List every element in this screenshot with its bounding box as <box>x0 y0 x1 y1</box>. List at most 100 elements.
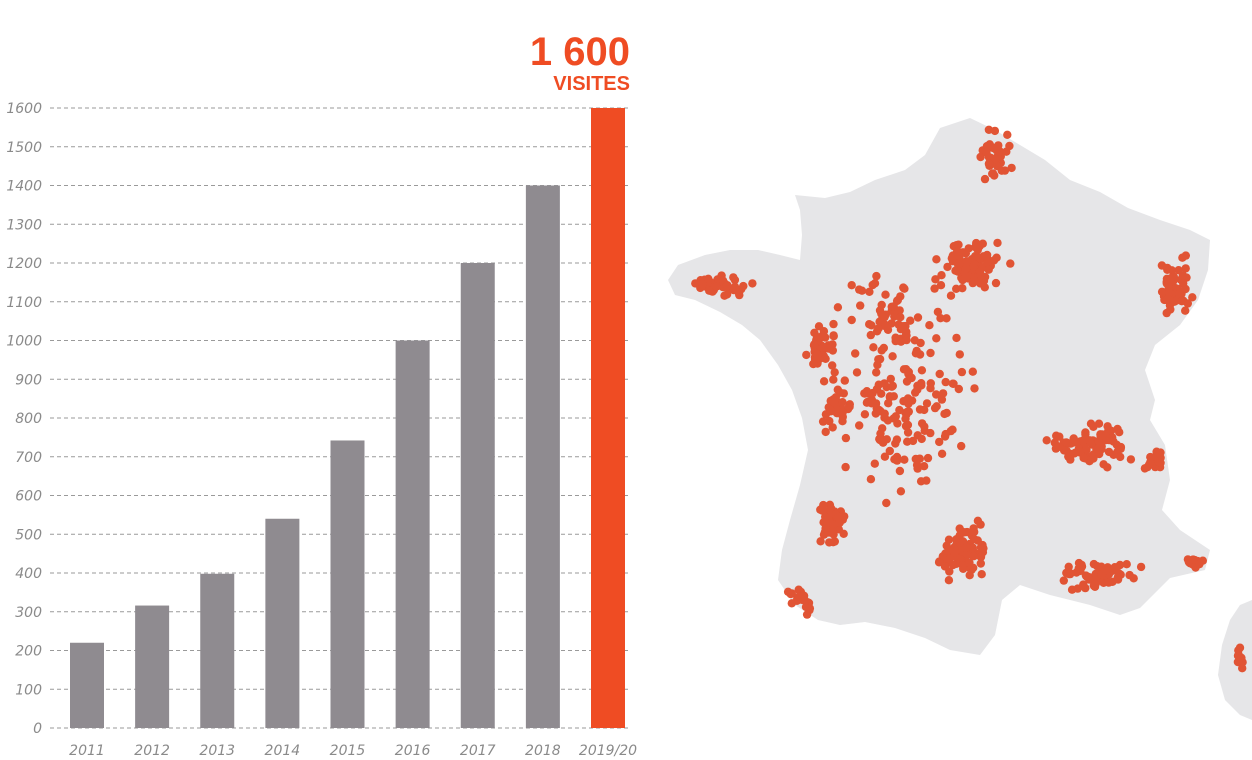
visit-dot <box>704 274 713 283</box>
visit-dot <box>874 355 883 364</box>
visit-dot <box>829 538 838 547</box>
visit-dot <box>923 453 933 463</box>
visit-dot <box>1233 657 1243 667</box>
visit-dot <box>819 377 829 386</box>
visit-dot <box>1003 130 1012 139</box>
visit-dot <box>915 454 924 463</box>
visit-dot <box>1116 452 1125 462</box>
visit-dot <box>893 419 902 428</box>
visit-dot <box>1195 559 1204 569</box>
visit-dot <box>1170 297 1179 306</box>
visit-dot <box>1055 442 1064 451</box>
visit-dot <box>1181 284 1190 294</box>
visit-dot <box>957 441 966 451</box>
visit-dot <box>945 567 954 576</box>
visit-dot <box>827 407 836 416</box>
visit-dot <box>942 314 951 323</box>
visit-dot <box>839 529 848 538</box>
visit-dot <box>980 174 990 184</box>
visit-dot <box>952 333 961 343</box>
visit-dot <box>1103 463 1112 472</box>
visit-dot <box>912 460 922 470</box>
visit-dot <box>875 317 884 326</box>
visit-dot <box>1109 450 1118 459</box>
visit-dot <box>1115 428 1124 437</box>
visit-dot <box>1164 280 1173 290</box>
visit-dot <box>934 558 944 567</box>
y-tick-label: 200 <box>15 644 42 660</box>
visit-dot <box>1062 438 1071 447</box>
visit-dot <box>937 449 947 458</box>
visit-dot <box>964 244 973 253</box>
visit-dot <box>906 316 915 325</box>
visit-dot <box>819 500 828 510</box>
visit-dot <box>969 552 978 561</box>
visit-dot <box>1066 569 1075 578</box>
visit-dot <box>896 487 906 496</box>
visit-dot <box>969 262 978 271</box>
visit-dot <box>936 281 946 290</box>
visit-dot <box>1042 436 1051 445</box>
x-axis-ticks: 2011 2012 2013 2014 2015 2016 2017 2018 2019/20 <box>69 743 637 759</box>
x-tick-label: 2017 <box>460 743 496 759</box>
visit-dot <box>982 148 991 157</box>
visit-dot <box>1086 419 1096 428</box>
visit-dot <box>984 125 994 134</box>
visit-dot <box>990 171 999 180</box>
bar <box>525 185 560 728</box>
visit-dot <box>1094 419 1104 428</box>
visit-dot <box>821 427 830 437</box>
bar <box>200 573 235 728</box>
visit-dot <box>1162 308 1171 318</box>
visit-dot <box>1110 563 1119 572</box>
visit-dot <box>1166 274 1175 283</box>
visit-dot <box>997 166 1006 175</box>
visit-dot <box>945 554 955 563</box>
visit-dot <box>958 561 967 570</box>
visit-dot <box>907 373 916 383</box>
visit-dot <box>877 300 886 310</box>
visit-dot <box>881 290 890 299</box>
visit-dot <box>1098 430 1107 439</box>
visit-dot <box>870 459 879 468</box>
visit-dot <box>971 242 980 252</box>
visit-dot <box>902 335 911 345</box>
visit-dot <box>825 416 834 426</box>
visit-dot <box>735 290 744 300</box>
visit-dot <box>855 421 864 430</box>
visit-dot <box>891 412 900 421</box>
visit-dot <box>980 283 989 292</box>
visit-dot <box>975 267 985 276</box>
visit-dot <box>833 303 843 312</box>
visit-dot <box>977 570 986 579</box>
visit-dot <box>901 421 911 431</box>
visit-dot <box>874 324 883 333</box>
visit-dot <box>1074 558 1084 568</box>
visit-dot <box>910 336 919 345</box>
visit-dot <box>841 433 851 443</box>
visit-dot <box>1181 264 1190 273</box>
visit-dot <box>874 380 883 389</box>
visit-dot <box>955 350 964 359</box>
y-tick-label: 400 <box>15 566 42 582</box>
visit-dot <box>944 576 954 585</box>
visit-dot <box>993 238 1002 248</box>
visit-dot <box>970 384 979 393</box>
visit-dot <box>862 387 872 396</box>
visit-dot <box>865 287 874 296</box>
visit-dot <box>911 349 921 358</box>
visit-dot <box>937 271 946 280</box>
visit-dot <box>954 240 963 249</box>
visit-dot <box>1234 646 1243 655</box>
visit-dot <box>963 257 972 266</box>
visit-dot <box>903 428 913 437</box>
visit-dot <box>1073 584 1082 593</box>
visit-dot <box>877 389 886 398</box>
visit-dot <box>1104 578 1113 587</box>
visit-dot <box>991 278 1001 288</box>
visit-dot <box>1238 664 1247 673</box>
visit-dot <box>1167 266 1176 275</box>
visit-dot <box>932 255 941 264</box>
visit-dot <box>888 352 897 361</box>
visit-dot <box>878 438 888 447</box>
